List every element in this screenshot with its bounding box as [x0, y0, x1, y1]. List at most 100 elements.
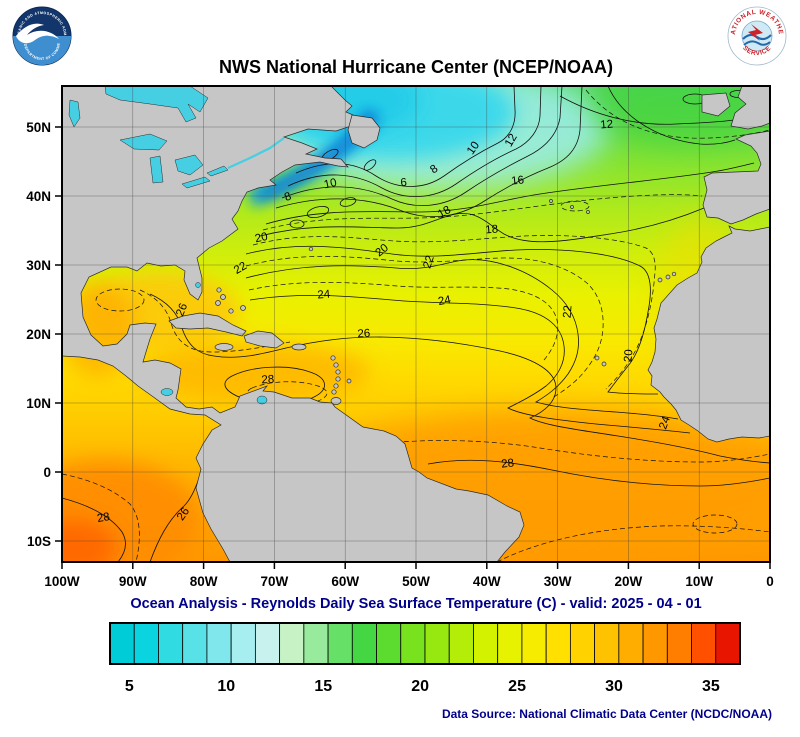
lon-tick-label: 90W: [119, 574, 147, 589]
contour-label: 20: [623, 349, 636, 363]
cuba: [168, 312, 247, 337]
colorbar-segment: [109, 622, 135, 665]
graticule: [62, 86, 770, 562]
bahamas-islands: [215, 287, 246, 314]
colorbar-segment: [133, 622, 159, 665]
colorbar-segment: [424, 622, 450, 665]
colorbar-segment: [497, 622, 523, 665]
data-source-note: Data Source: National Climatic Data Cent…: [442, 707, 772, 721]
lon-tick-label: 100W: [44, 574, 80, 589]
lon-tick-label: 60W: [331, 574, 359, 589]
colorbar-segment: [351, 622, 377, 665]
nws-globe-wave: [742, 33, 772, 41]
colorbar-tick-label: 10: [217, 678, 235, 695]
colorbar-segment: [618, 622, 644, 665]
jamaica: [214, 343, 234, 351]
colorbar-segment: [158, 622, 184, 665]
colorbar-segment: [521, 622, 547, 665]
colorbar-tick-label: 15: [314, 678, 332, 695]
lakes: [68, 86, 285, 405]
great-britain: [730, 86, 770, 130]
lat-tick-label: 0: [43, 465, 51, 480]
puerto-rico: [291, 343, 307, 351]
lon-tick-label: 10W: [685, 574, 713, 589]
colorbar-segment: [206, 622, 232, 665]
colorbar-tick-label: 5: [125, 678, 134, 695]
lat-tick-label: 10N: [26, 396, 51, 411]
colorbar-segment: [569, 622, 596, 665]
contour-label: 22: [232, 260, 249, 277]
lake-erie: [181, 176, 211, 189]
lon-tick-label: 80W: [190, 574, 218, 589]
nws-logo: NATIONAL WEATHER SERVICE: [0, 0, 787, 66]
contour-label: 26: [357, 328, 370, 341]
hudson-bay: [104, 86, 209, 123]
contour-label: 12: [600, 118, 614, 131]
colorbar-segment: [715, 622, 741, 665]
temperature-colorbar: 5 10 15 20 25 30 35: [109, 622, 741, 695]
isotherm-contours: [62, 86, 770, 562]
colorbar-tick-label: 30: [605, 678, 623, 695]
nws-bolt-icon: [748, 24, 763, 41]
colorbar-segment: [594, 622, 620, 665]
lake-michigan: [149, 155, 164, 184]
contour-label: 10: [323, 177, 338, 191]
colorbar-segment: [279, 622, 305, 665]
contour-label: 28: [261, 374, 274, 387]
colorbar-segment: [545, 622, 571, 665]
contour-label: 16: [511, 174, 525, 187]
noaa-logo-sea: [13, 36, 71, 65]
contour-label: 8: [283, 190, 293, 203]
bermuda: [308, 246, 314, 252]
contour-label: 20: [254, 231, 269, 245]
lon-tick-label: 0: [766, 574, 774, 589]
colorbar-tick-label: 20: [411, 678, 429, 695]
noaa-seagull-icon: [16, 23, 59, 44]
lat-tick-label: 40N: [26, 189, 51, 204]
france-iberia: [702, 130, 770, 225]
contour-label: 18: [485, 223, 499, 236]
lon-tick-label: 30W: [544, 574, 572, 589]
colorbar-segment: [303, 622, 329, 665]
lake-nicaragua: [160, 388, 174, 396]
lake-superior: [119, 133, 168, 151]
azores-islands: [549, 199, 590, 214]
colorbar-segment: [400, 622, 426, 665]
lon-tick-label: 70W: [261, 574, 289, 589]
contour-label: 22: [561, 305, 574, 319]
contour-label: 26: [174, 302, 190, 318]
contour-label: 28: [96, 511, 111, 525]
colorbar-frame: [109, 622, 741, 665]
contour-label: 24: [657, 414, 673, 431]
colorbar-tick-label: 25: [508, 678, 526, 695]
lake-okeechobee: [195, 282, 201, 288]
colorbar-segment: [666, 622, 692, 665]
contour-label: 24: [437, 294, 452, 308]
st-lawrence-river: [227, 137, 285, 170]
ireland: [701, 92, 731, 117]
newfoundland: [347, 114, 381, 149]
lat-tick-label: 30N: [26, 258, 51, 273]
lon-tick-label: 50W: [402, 574, 430, 589]
noaa-logo: NATIONAL OCEANIC AND ATMOSPHERIC ADMINIS…: [0, 0, 72, 66]
cape-verde-islands: [594, 355, 607, 367]
colorbar-segment: [448, 622, 474, 665]
colorbar-segment: [691, 622, 717, 665]
nws-ring-text-top: NATIONAL WEATHER: [0, 0, 784, 35]
contour-label: 24: [317, 289, 331, 302]
lake-maracaibo: [256, 395, 268, 405]
colorbar-segment: [230, 622, 256, 665]
lat-tick-label: 10S: [27, 534, 51, 549]
colorbar-segment: [473, 622, 499, 665]
contour-label: 28: [501, 457, 515, 470]
colorbar-segment: [642, 622, 668, 665]
lat-tick-label: 20N: [26, 327, 51, 342]
contour-label: 6: [400, 177, 407, 190]
colorbar-segment: [327, 622, 353, 665]
canary-islands: [657, 271, 677, 283]
page-title: NWS National Hurricane Center (NCEP/NOAA…: [219, 57, 613, 77]
